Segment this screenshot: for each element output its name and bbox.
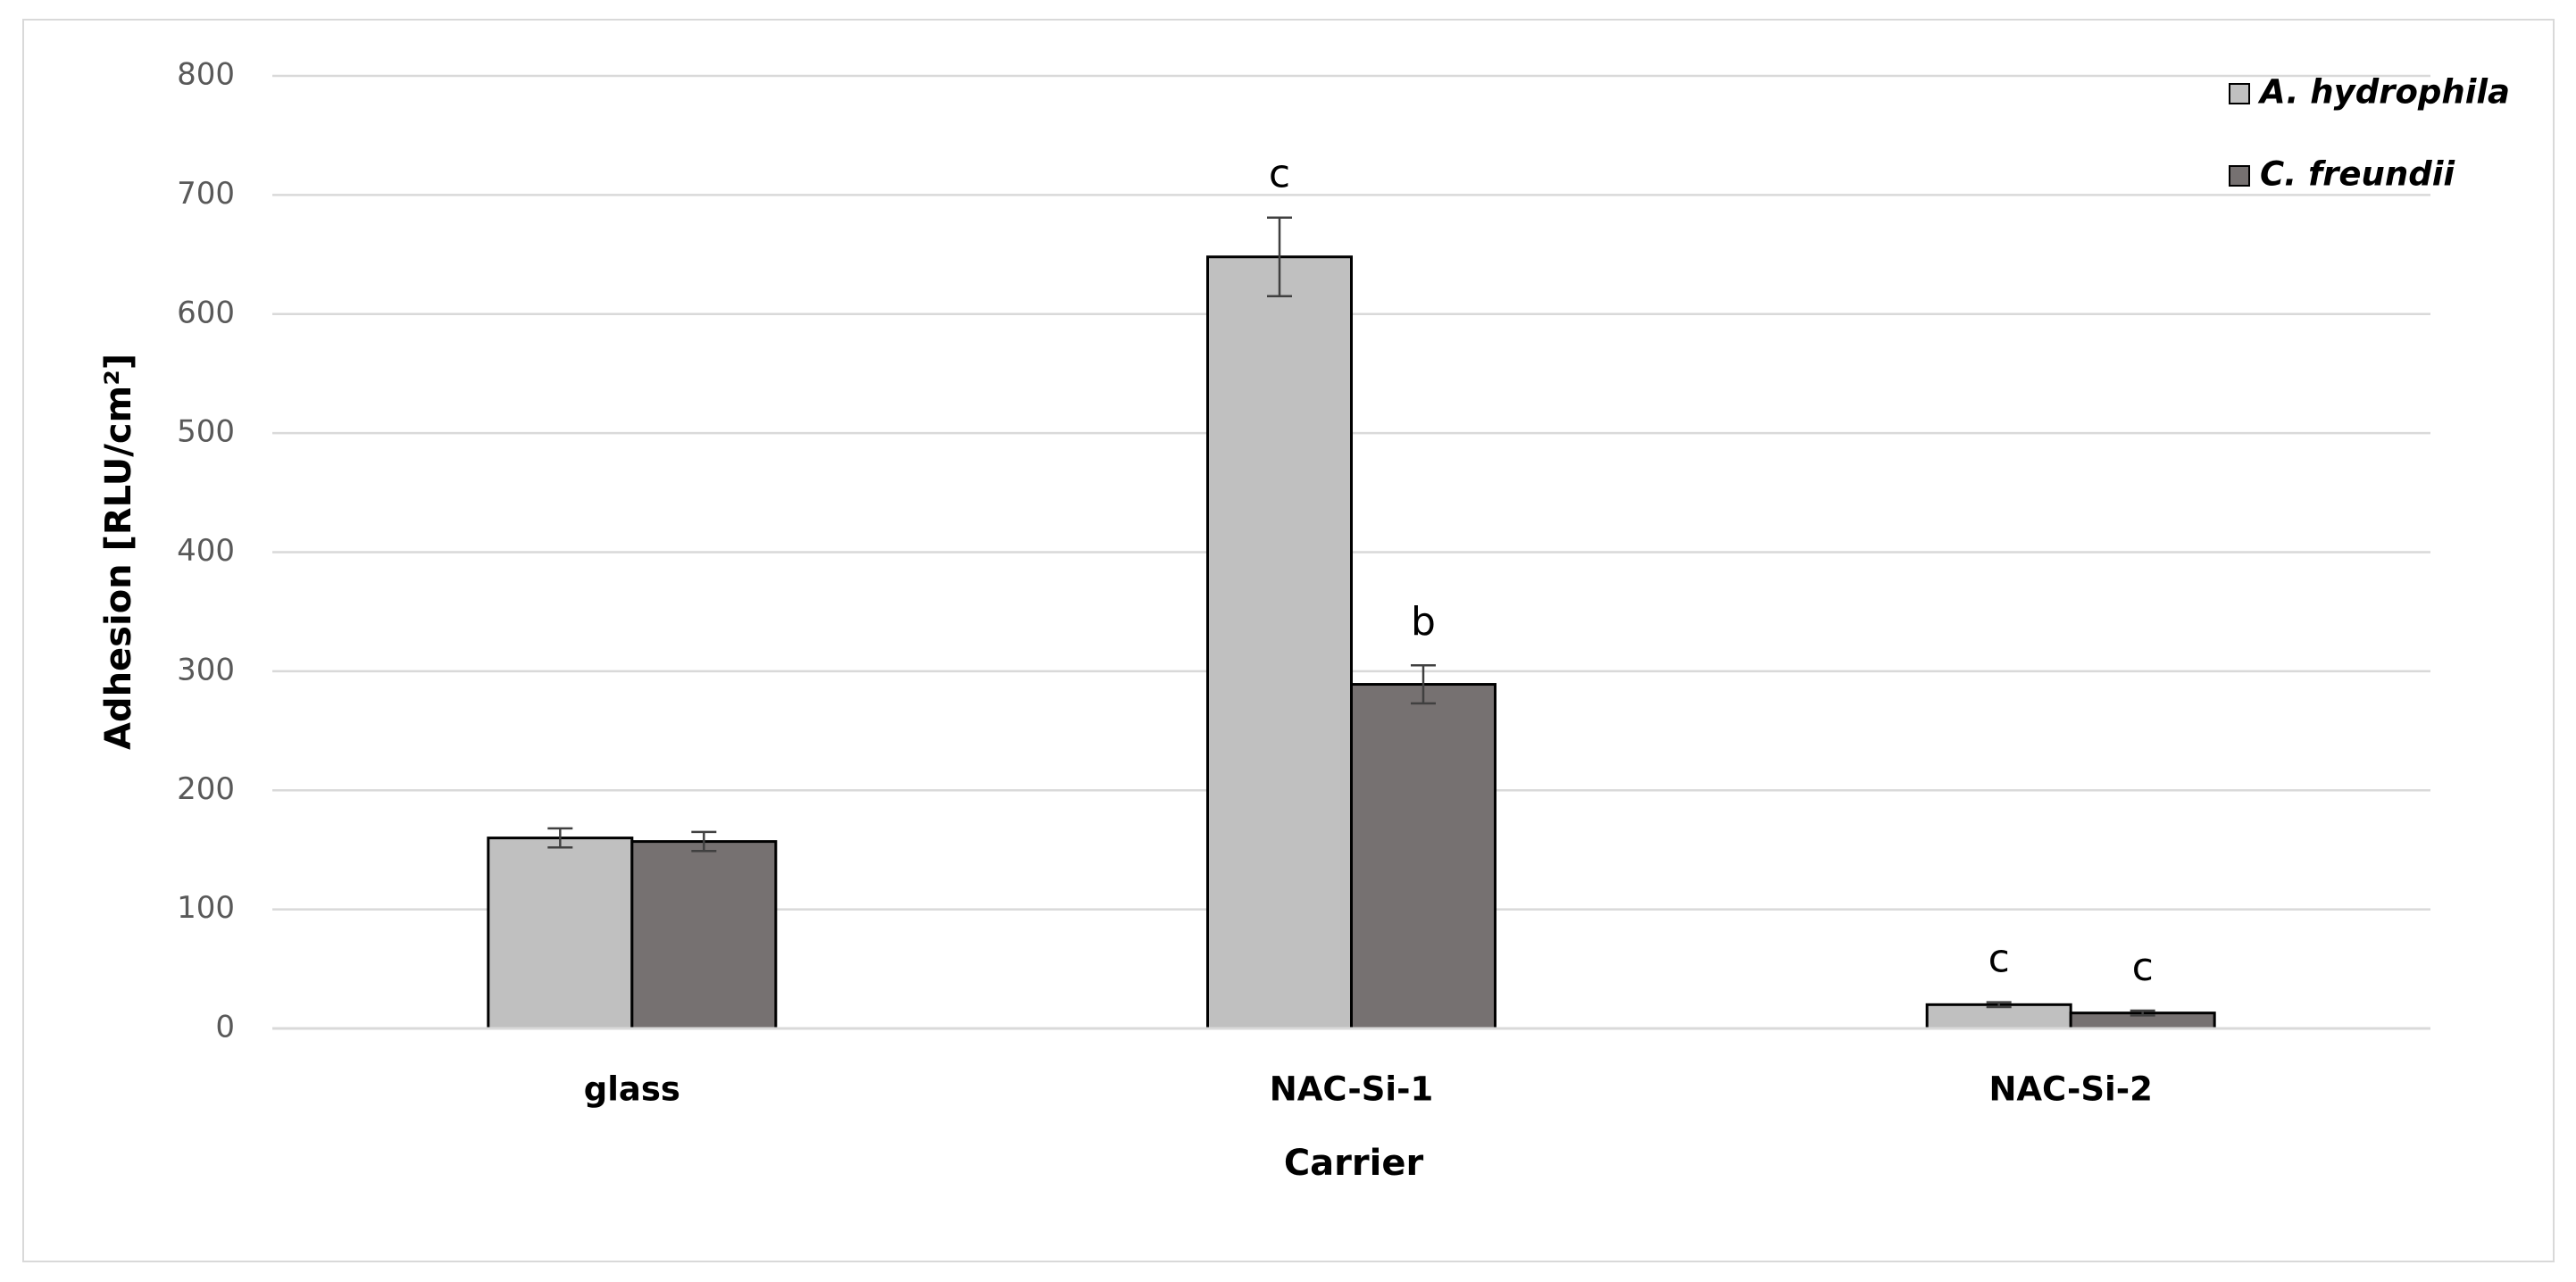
y-tick-label: 500: [177, 414, 235, 450]
x-axis-title: Carrier: [1284, 1143, 1424, 1184]
y-tick-label: 800: [177, 57, 235, 93]
bar: [1350, 683, 1496, 1030]
x-tick-label: glass: [584, 1070, 680, 1109]
y-tick-label: 200: [177, 771, 235, 807]
legend-swatch: [2229, 83, 2250, 104]
x-tick-label: NAC-Si-2: [1988, 1070, 2152, 1109]
bar: [1925, 1003, 2072, 1030]
significance-label: b: [1411, 599, 1436, 645]
y-tick-label: 300: [177, 652, 235, 687]
x-tick-label: NAC-Si-1: [1270, 1070, 1433, 1109]
significance-label: c: [1988, 937, 2010, 982]
y-tick-label: 100: [177, 890, 235, 926]
bar: [630, 840, 778, 1030]
legend-label: C. freundii: [2260, 155, 2455, 194]
significance-label: c: [2132, 945, 2154, 990]
bar: [1206, 255, 1353, 1030]
legend-swatch: [2229, 165, 2250, 187]
y-tick-label: 700: [177, 176, 235, 212]
y-tick-label: 400: [177, 533, 235, 569]
significance-label: c: [1269, 152, 1290, 197]
legend-label: A. hydrophila: [2257, 73, 2510, 112]
y-tick-label: 0: [215, 1010, 235, 1045]
y-tick-label: 600: [177, 295, 235, 330]
y-axis-title: Adhesion [RLU/cm²]: [98, 354, 139, 750]
bar: [487, 837, 634, 1030]
